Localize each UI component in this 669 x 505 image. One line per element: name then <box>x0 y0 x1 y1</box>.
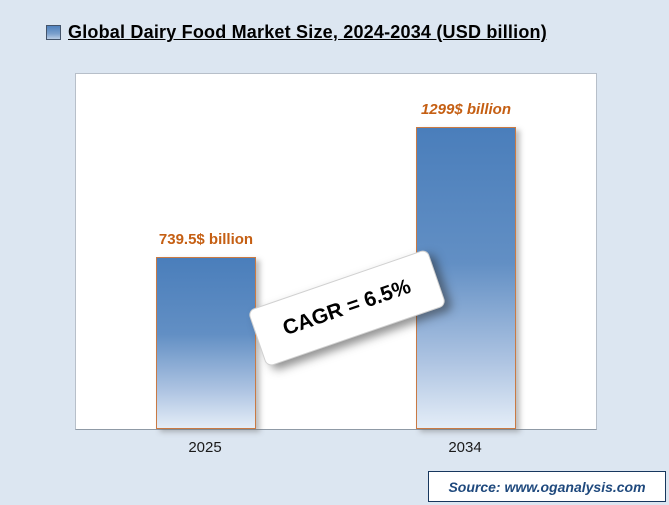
chart-title: Global Dairy Food Market Size, 2024-2034… <box>68 22 547 42</box>
source-text: Source: www.oganalysis.com <box>448 478 646 495</box>
source-box: Source: www.oganalysis.com <box>428 471 666 502</box>
chart-header: Global Dairy Food Market Size, 2024-2034… <box>46 22 547 43</box>
bar-rect-2025 <box>156 257 256 429</box>
x-axis-label-2034: 2034 <box>448 439 482 456</box>
bar-value-label-2025: 739.5$ billion <box>158 231 254 248</box>
legend-marker-icon <box>46 25 61 40</box>
bar-value-label-2034: 1299$ billion <box>420 101 512 118</box>
x-axis-label-2025: 2025 <box>188 439 222 456</box>
plot-area: 739.5$ billion 1299$ billion <box>75 73 597 430</box>
bar-group-2025: 739.5$ billion <box>156 231 256 429</box>
